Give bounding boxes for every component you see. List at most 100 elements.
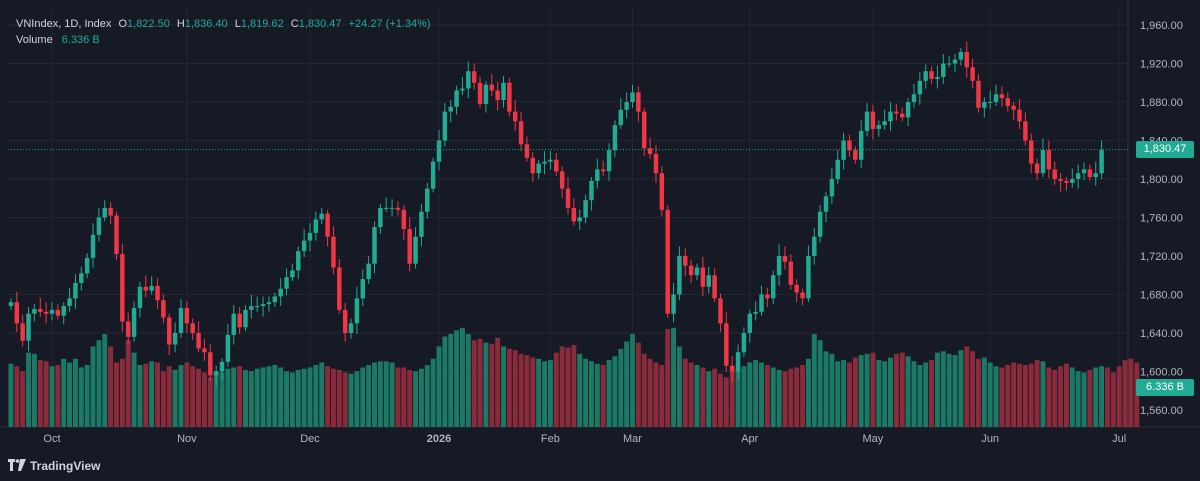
volume-bar [90,346,96,427]
candle-body [589,180,594,201]
volume-bar [788,368,794,427]
volume-bar [741,366,747,427]
price-axis[interactable]: 1,560.00 1,600.00 1,640.00 1,680.00 1,720.00… [1140,20,1183,417]
candle-body [776,256,782,276]
candle-body [823,196,829,212]
last-price-badge: 1,830.47 [1136,141,1194,158]
candle-body [659,173,665,210]
volume-bar [1087,369,1093,427]
volume-bar [49,366,55,427]
candle-body [864,111,870,131]
candle-body [653,153,659,174]
volume-bar [407,369,413,427]
volume-bar [114,362,119,427]
candle-body [946,63,952,65]
y-tick-label: 1,880.00 [1140,97,1183,109]
volume-bar [454,330,460,427]
candle-body [190,323,195,333]
volume-bar [952,355,958,427]
symbol-label[interactable]: VNIndex, 1D, Index [16,18,112,30]
time-axis[interactable]: Oct Nov Dec 2026 Feb Mar Apr May Jun Jul [43,433,1126,445]
candle-body [812,236,817,256]
volume-bar [313,365,319,427]
candle-body [284,277,289,289]
volume-bar [495,337,501,427]
y-tick-label: 1,600.00 [1140,367,1183,379]
volume-bar [14,366,20,427]
candle-body [554,159,559,172]
volume-bar [770,367,776,427]
candle-body [407,229,412,264]
close-label: C [290,18,299,30]
volume-bar [917,365,923,427]
candle-body [272,296,278,303]
candle-body [677,256,682,295]
y-tick-label: 1,800.00 [1140,174,1183,186]
candle-body [225,334,231,362]
volume-bar [424,365,430,427]
brand-name: TradingView [30,459,101,473]
volume-bar [219,372,225,427]
x-tick-label: Nov [177,433,197,445]
candle-body [782,256,788,262]
candle-body [929,71,934,79]
volume-bar [823,351,829,427]
candle-body [688,265,694,276]
volume-bar [911,361,917,427]
volume-bar [190,366,196,427]
candle-body [1087,169,1093,178]
volume-bar [289,372,295,427]
candle-body [20,323,25,341]
candle-body [548,159,553,162]
candle-body [337,267,342,310]
candle-body [208,352,213,376]
candle-body [952,59,958,64]
candle-body [155,285,160,301]
volume-bar [254,368,260,427]
candle-body [888,111,893,122]
volume-bar [606,360,612,427]
candle-body [460,88,465,91]
volume-bar [817,340,823,427]
volume-bar [72,358,78,427]
candle-body [905,102,911,118]
volume-bar [430,358,436,427]
volume-bar [448,334,454,427]
volume-bar [753,360,759,427]
candle-body [125,321,131,337]
candle-body [982,102,987,108]
volume-bar [1022,365,1028,427]
volume-bar [465,334,471,427]
candle-body [466,71,471,89]
volume-bar [325,366,331,427]
candle-body [266,302,272,305]
candle-body [829,179,835,197]
candle-body [348,323,354,333]
candle-body [43,311,49,314]
volume-bar [1116,366,1122,427]
candle-body [161,300,166,318]
volume-bar [512,350,518,427]
volume-label: Volume [16,34,53,46]
volume-bar [348,373,354,427]
volume-bar [571,345,577,427]
candle-body [237,313,242,328]
candle-body [131,307,137,337]
volume-value: 6.336 B [61,34,100,46]
volume-bar [178,365,184,427]
volume-bar [1034,360,1040,427]
volume-bar [671,327,677,427]
candle-body [817,211,823,237]
volume-bar [43,361,49,427]
candle-body [372,227,377,264]
volume-bar [330,368,336,427]
x-tick-label: Mar [623,433,642,445]
volume-bar [647,358,653,427]
volume-bar [96,340,102,427]
tradingview-brand[interactable]: TradingView [8,456,100,476]
volume-bar [565,347,571,427]
volume-bar [653,362,659,427]
candle-body [79,273,84,283]
volume-bar [659,365,665,427]
